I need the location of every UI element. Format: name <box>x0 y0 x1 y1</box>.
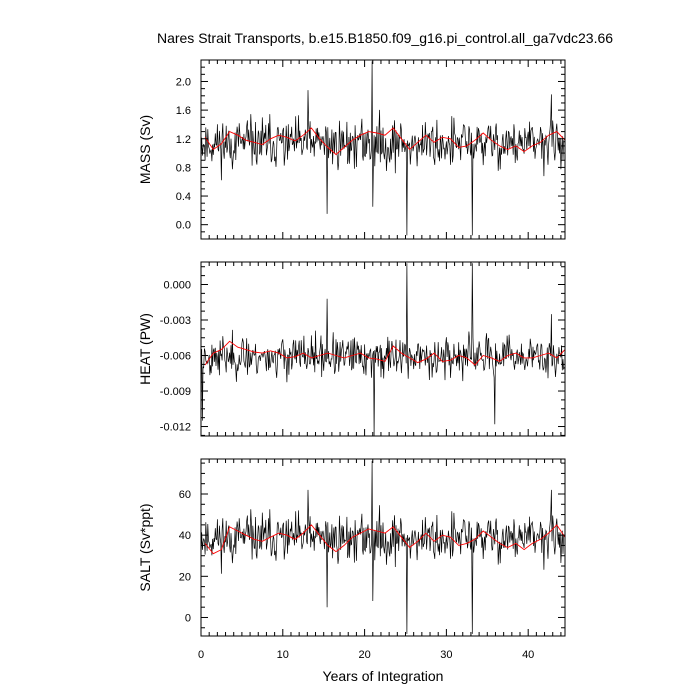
monthly-series-line <box>201 61 565 236</box>
y-tick-label: 20 <box>179 571 191 583</box>
annual-mean-series-line <box>204 524 565 555</box>
y-tick-label: -0.012 <box>160 422 191 434</box>
y-tick-label: 0 <box>185 612 191 624</box>
y-axis-label: MASS (Sv) <box>137 115 153 184</box>
y-tick-label: 1.6 <box>176 105 191 117</box>
y-axis-label: SALT (Sv*ppt) <box>137 503 153 591</box>
x-tick-label: 30 <box>440 649 452 661</box>
monthly-series-line <box>201 263 565 436</box>
y-tick-label: 0.0 <box>176 220 191 232</box>
y-tick-label: 0.4 <box>176 191 191 203</box>
y-tick-label: 60 <box>179 489 191 501</box>
y-tick-label: 2.0 <box>176 76 191 88</box>
annual-mean-series-line <box>204 340 565 366</box>
salt-panel: 0 10 20 30 40 0 20 40 60 SALT (Sv*ppt) <box>137 458 566 661</box>
y-tick-label: 40 <box>179 530 191 542</box>
y-tick-label: -0.009 <box>160 386 191 398</box>
x-axis-label: Years of Integration <box>323 668 444 684</box>
x-tick-label: 0 <box>198 649 204 661</box>
figure-title: Nares Strait Transports, b.e15.B1850.f09… <box>156 30 614 46</box>
x-tick-label: 10 <box>277 649 289 661</box>
plot-frame <box>200 458 566 637</box>
y-tick-label: 0.8 <box>176 162 191 174</box>
heat-panel: -0.012 -0.009 -0.006 -0.003 0.000 HEAT (PW) <box>137 261 566 437</box>
annual-mean-series-line <box>204 127 565 156</box>
y-tick-label: 0.000 <box>163 279 191 291</box>
y-tick-label: -0.003 <box>160 315 191 327</box>
plot-frame <box>200 261 566 437</box>
y-tick-label: -0.006 <box>160 351 191 363</box>
y-axis-label: HEAT (PW) <box>137 313 153 385</box>
y-tick-label: 1.2 <box>176 134 191 146</box>
monthly-series-line <box>201 461 565 634</box>
plot-frame <box>200 59 566 240</box>
x-tick-label: 20 <box>358 649 370 661</box>
mass-panel: 0.0 0.4 0.8 1.2 1.6 2.0 MASS (Sv) <box>137 59 566 240</box>
x-tick-label: 40 <box>522 649 534 661</box>
